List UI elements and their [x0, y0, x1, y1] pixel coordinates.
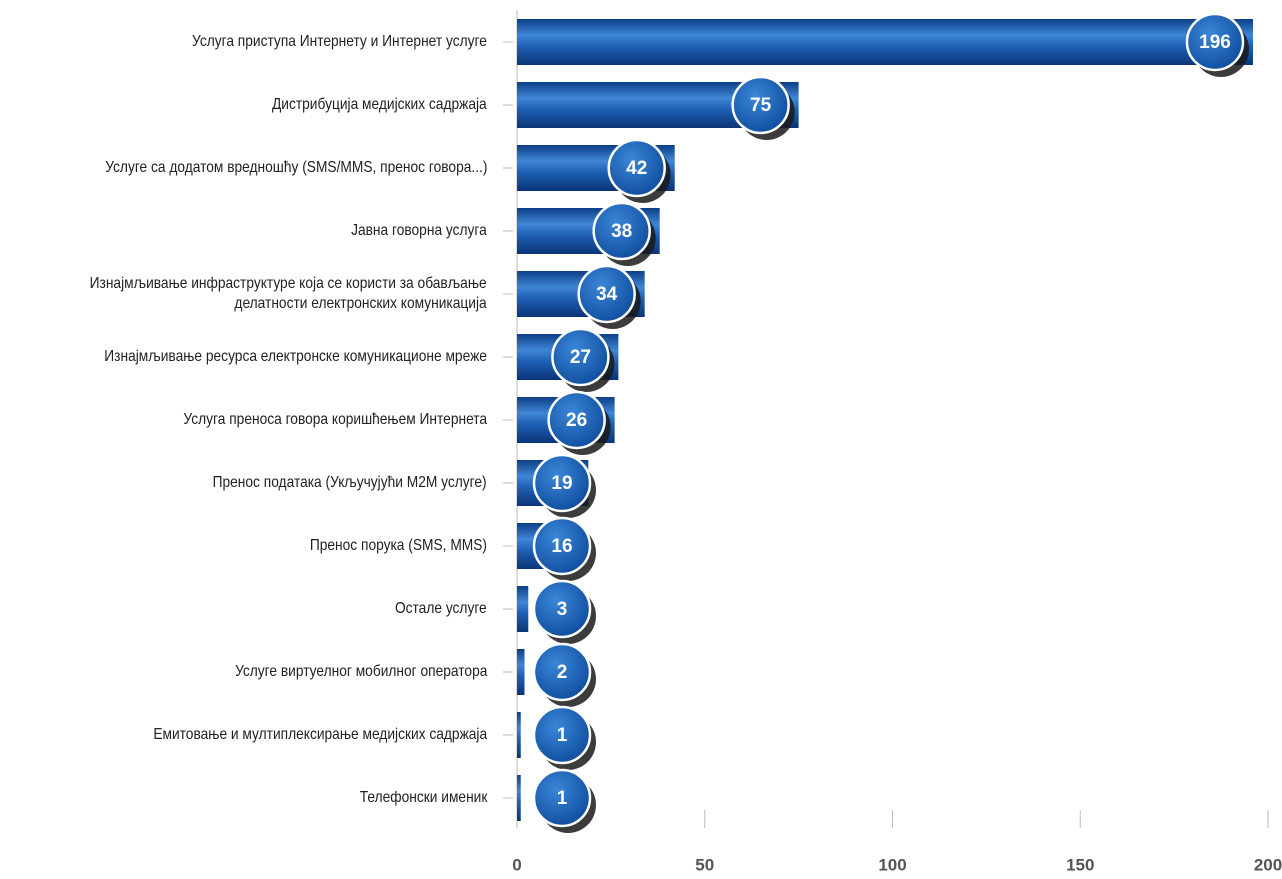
y-tick-label: Јавна говорна услуга	[351, 222, 487, 239]
badge	[1185, 12, 1245, 72]
y-tick-label: Услуга преноса говора коришћењем Интерне…	[183, 411, 487, 428]
badge	[607, 138, 666, 198]
value-label: 2	[557, 662, 568, 683]
badge	[532, 642, 592, 702]
badge	[577, 264, 636, 324]
x-tick-label: 50	[695, 855, 714, 874]
y-tick-label: Остале услуге	[395, 600, 487, 617]
y-tick-label: Услуге виртуелног мобилног оператора	[234, 663, 487, 680]
y-tick-label: Пренос података (Укључујући M2M услуге)	[212, 474, 487, 491]
y-tick-label: Телефонски именик	[359, 789, 487, 806]
x-tick-label: 0	[512, 855, 521, 874]
badge	[551, 327, 610, 387]
bar	[517, 586, 529, 632]
y-tick-label: Изнајмљивање инфраструктуре која се кори…	[89, 275, 487, 312]
bar	[517, 649, 525, 695]
badge	[532, 705, 592, 765]
y-tick-label: Дистрибуција медијских садржаја	[272, 96, 487, 113]
x-tick-label: 200	[1254, 855, 1282, 874]
y-tick-label: Изнајмљивање ресурса електронске комуник…	[104, 348, 487, 365]
value-label: 42	[626, 158, 647, 179]
value-label: 27	[570, 347, 591, 368]
badge	[592, 201, 651, 261]
bar	[517, 775, 521, 821]
badge	[547, 390, 606, 450]
value-label: 34	[596, 284, 618, 305]
bar	[517, 712, 521, 758]
value-label: 75	[750, 95, 772, 116]
value-label: 196	[1199, 32, 1231, 53]
badge	[532, 768, 592, 828]
x-tick-label: 100	[878, 855, 906, 874]
y-tick-label: Услуга приступа Интернету и Интернет усл…	[192, 33, 487, 50]
value-label: 1	[557, 788, 568, 809]
value-label: 3	[557, 599, 568, 620]
bar	[517, 19, 1253, 65]
badge	[532, 516, 592, 576]
value-label: 1	[557, 725, 568, 746]
y-tick-label: Пренос порука (SMS, MMS)	[309, 537, 487, 554]
badge	[532, 579, 592, 639]
badge	[532, 453, 592, 513]
value-label: 38	[611, 221, 632, 242]
value-label: 19	[551, 473, 572, 494]
y-tick-label: Услуге са додатом вредношћу (SMS/MMS, пр…	[104, 159, 487, 176]
y-tick-label: Емитовање и мултиплексирање медијских са…	[153, 726, 487, 743]
value-label: 26	[566, 410, 587, 431]
badge	[731, 75, 790, 135]
x-tick-label: 150	[1066, 855, 1094, 874]
value-label: 16	[551, 536, 572, 557]
